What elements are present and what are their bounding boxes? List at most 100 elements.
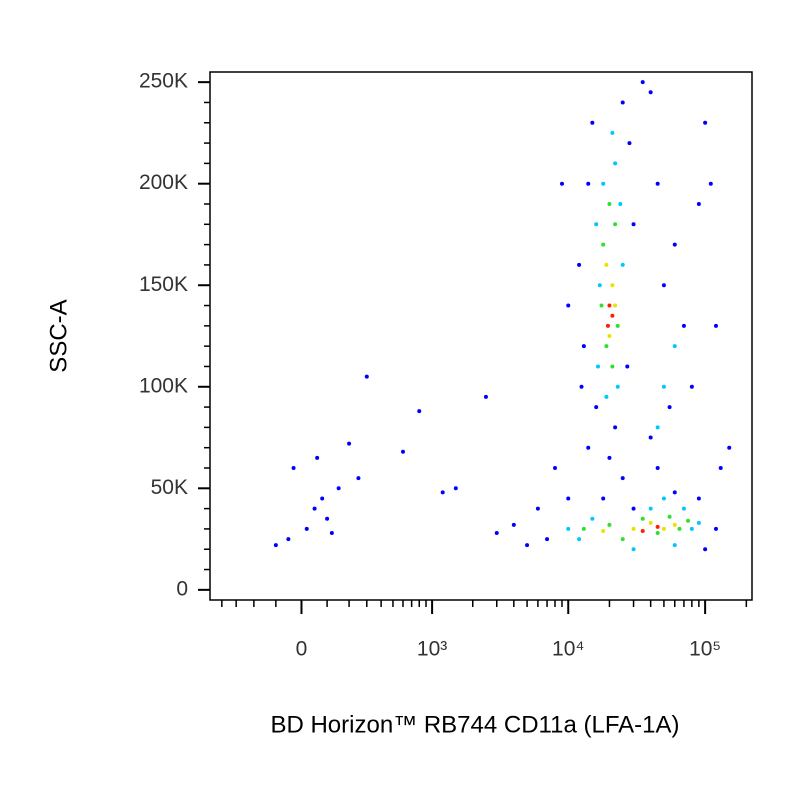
point: [620, 476, 625, 481]
point: [320, 496, 325, 501]
point: [286, 537, 291, 542]
point: [713, 526, 718, 531]
point: [525, 543, 530, 548]
point: [677, 526, 682, 531]
point: [594, 405, 599, 410]
point: [494, 530, 499, 535]
point: [604, 262, 609, 267]
point: [661, 384, 666, 389]
point: [672, 543, 677, 548]
point: [586, 181, 591, 186]
point: [703, 120, 708, 125]
point: [613, 425, 618, 430]
y-tick-label: 0: [176, 577, 188, 600]
point: [325, 516, 330, 521]
point: [613, 161, 618, 166]
point: [708, 181, 713, 186]
point: [535, 506, 540, 511]
point: [718, 466, 723, 470]
point: [661, 526, 666, 531]
point: [607, 522, 612, 527]
point: [689, 384, 694, 389]
point: [661, 283, 666, 288]
point: [552, 466, 557, 470]
point: [620, 537, 625, 542]
point: [607, 455, 612, 460]
point: [601, 181, 606, 186]
point: [648, 90, 653, 95]
point: [581, 526, 586, 531]
point: [610, 364, 615, 369]
point: [618, 202, 623, 206]
point: [594, 222, 599, 227]
point: [655, 530, 660, 535]
y-tick-label: 200K: [139, 171, 188, 194]
point: [601, 528, 606, 533]
point: [667, 514, 672, 519]
y-tick-label: 250K: [139, 70, 188, 93]
point: [713, 323, 718, 328]
point: [696, 202, 701, 206]
point: [304, 526, 309, 531]
x-tick-label: 10³: [417, 638, 447, 661]
point: [625, 364, 630, 369]
point: [696, 520, 701, 525]
point: [291, 466, 296, 470]
point: [689, 526, 694, 531]
point: [648, 520, 653, 525]
point: [620, 100, 625, 105]
point: [648, 435, 653, 440]
point: [672, 522, 677, 527]
point: [596, 364, 601, 369]
point: [604, 344, 609, 349]
x-tick-label: 0: [296, 638, 308, 661]
point: [655, 524, 660, 529]
point: [631, 506, 636, 511]
point: [610, 283, 615, 288]
point: [655, 425, 660, 430]
y-tick-label: 50K: [151, 476, 188, 499]
point: [631, 547, 636, 552]
point: [605, 323, 610, 328]
point: [453, 486, 458, 491]
point: [607, 202, 612, 206]
point: [655, 181, 660, 186]
plot-frame: [209, 71, 753, 601]
point: [727, 445, 732, 450]
point: [579, 384, 584, 389]
point: [613, 303, 618, 308]
x-tick-label: 10⁴: [552, 638, 584, 661]
point: [590, 120, 595, 125]
point: [417, 409, 422, 414]
point: [577, 262, 582, 267]
point: [545, 537, 550, 542]
point: [566, 496, 571, 501]
point: [566, 303, 571, 308]
point: [607, 334, 612, 338]
y-tick-label: 150K: [139, 273, 188, 296]
point: [347, 441, 352, 446]
point: [610, 313, 615, 318]
point: [577, 537, 582, 542]
point: [601, 242, 606, 247]
point: [620, 262, 625, 267]
point: [661, 496, 666, 501]
point: [681, 323, 686, 328]
point: [597, 283, 602, 288]
point: [631, 526, 636, 531]
point: [672, 490, 677, 495]
point: [400, 449, 405, 454]
point: [703, 547, 708, 552]
point: [640, 80, 645, 85]
point: [672, 242, 677, 247]
point: [615, 384, 620, 389]
point: [627, 141, 632, 146]
point: [329, 530, 334, 535]
point: [607, 303, 612, 308]
point: [672, 344, 677, 349]
point: [336, 486, 341, 491]
y-tick-label: 100K: [139, 374, 188, 397]
y-axis-title: SSC-A: [45, 299, 72, 372]
point: [483, 394, 488, 399]
